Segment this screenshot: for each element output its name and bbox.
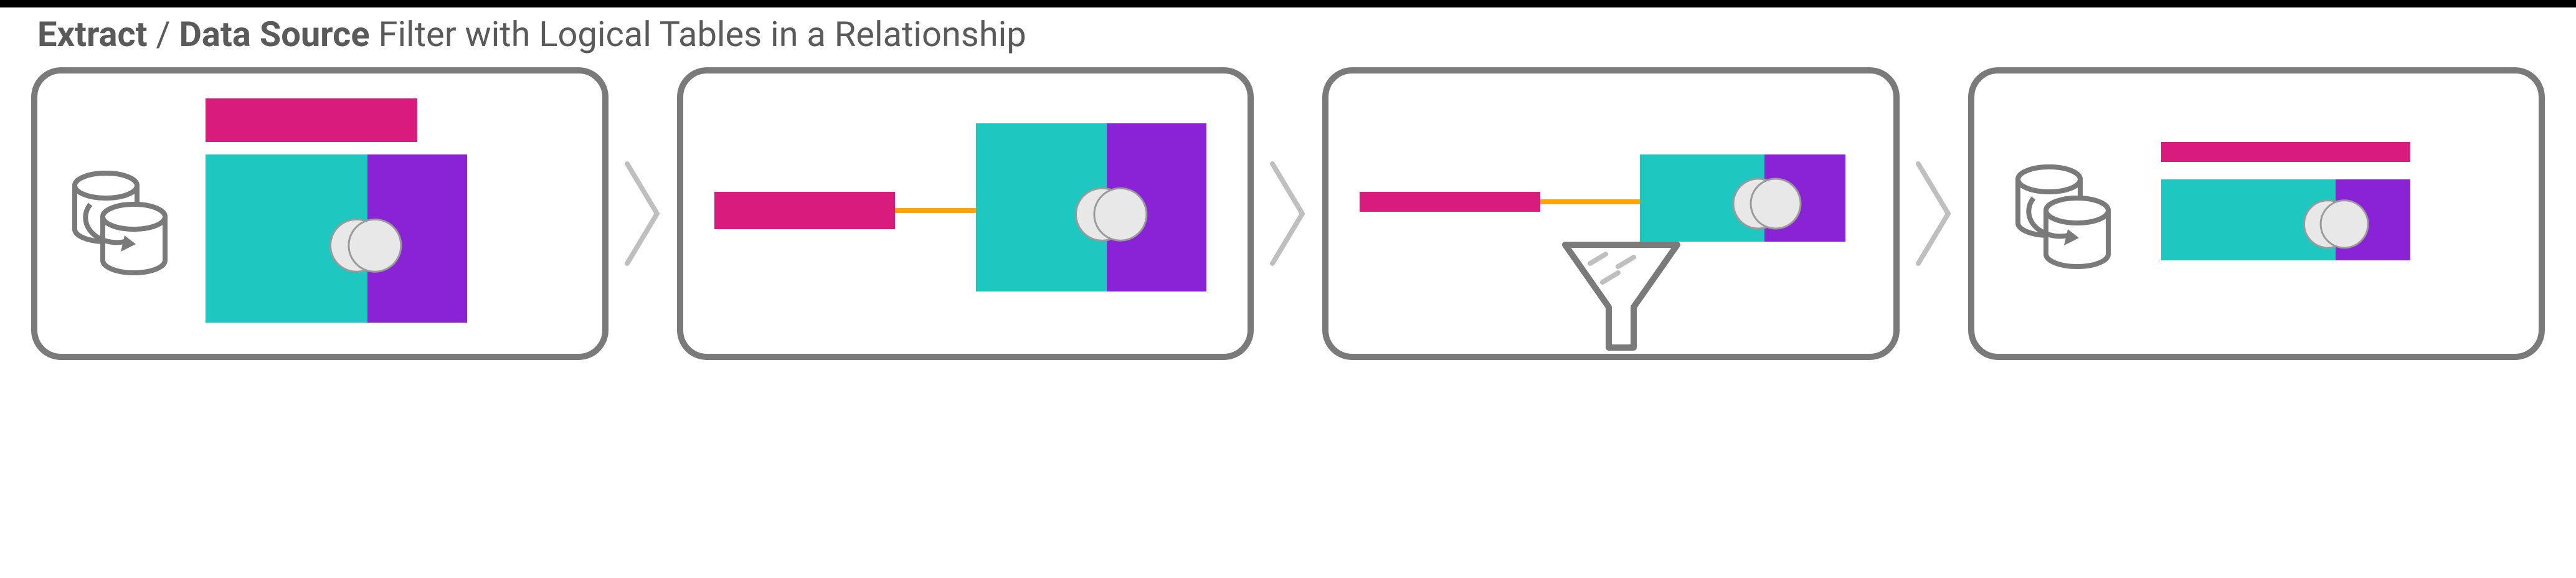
title-bold-extract: Extract [37,14,148,55]
flow-chevron-icon [1266,158,1310,270]
block-magenta [206,98,417,142]
panel-result-extract [1968,67,2545,360]
panel-relationship [677,67,1254,360]
flow-chevron-icon [621,158,665,270]
venn-join-icon [1069,186,1153,243]
block-magenta [714,192,895,229]
diagram-title: Extract / Data Source Filter with Logica… [0,7,2576,67]
relationship-connector [895,208,976,213]
panel-source-full [31,67,608,360]
diagram-flow [0,67,2576,385]
venn-join-icon [324,217,407,274]
title-bold-datasource: Data Source [179,14,370,55]
title-rest: Filter with Logical Tables in a Relation… [370,14,1026,55]
title-sep: / [148,14,179,55]
block-magenta [2161,142,2410,162]
database-icon [69,167,174,291]
block-magenta [1360,192,1540,212]
database-icon [2012,161,2118,285]
relationship-connector [1540,199,1640,204]
flow-chevron-icon [1912,158,1956,270]
top-black-bar [0,0,2576,7]
filter-funnel-icon [1559,239,1683,357]
venn-join-icon [1727,176,1807,231]
panel-filter-applied [1322,67,1900,360]
venn-join-icon [2298,198,2374,250]
